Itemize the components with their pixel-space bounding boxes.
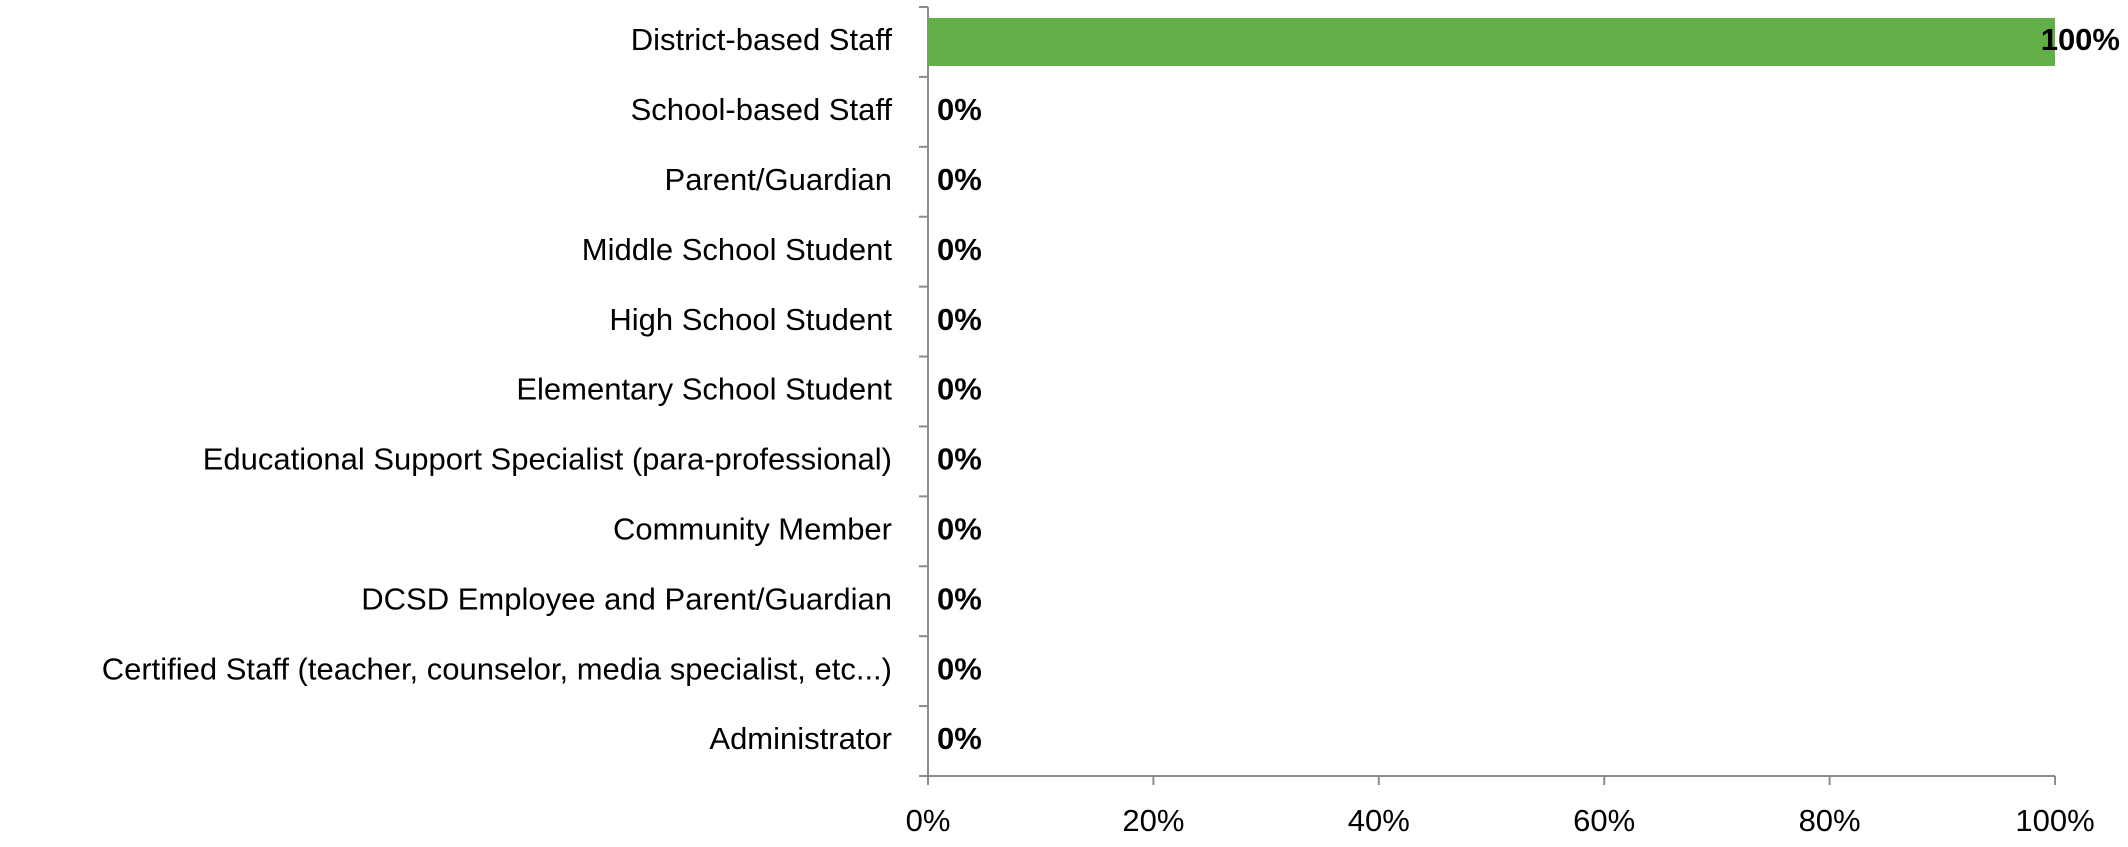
value-label: 0%: [937, 372, 982, 407]
x-tick-label: 80%: [1799, 803, 1861, 838]
x-tick-label: 60%: [1573, 803, 1635, 838]
value-label: 0%: [937, 651, 982, 686]
x-tick-label: 100%: [2015, 803, 2094, 838]
x-tick-label: 0%: [906, 803, 951, 838]
value-label: 0%: [937, 442, 982, 477]
y-tick-label: District-based Staff: [631, 22, 893, 57]
y-tick-label: High School Student: [609, 302, 892, 337]
y-tick-label: Certified Staff (teacher, counselor, med…: [102, 651, 892, 686]
y-tick-label: Elementary School Student: [516, 372, 892, 407]
value-label: 0%: [937, 721, 982, 756]
y-tick-label: DCSD Employee and Parent/Guardian: [361, 581, 892, 616]
bar: [928, 17, 2055, 66]
y-tick-label: Community Member: [613, 512, 892, 547]
value-label: 0%: [937, 232, 982, 267]
y-tick-label: Parent/Guardian: [665, 162, 892, 197]
value-label: 0%: [937, 302, 982, 337]
x-tick-label: 40%: [1348, 803, 1410, 838]
value-label: 0%: [937, 162, 982, 197]
value-label: 100%: [2041, 22, 2120, 57]
y-tick-label: Middle School Student: [582, 232, 893, 267]
value-label: 0%: [937, 581, 982, 616]
value-label: 0%: [937, 512, 982, 547]
value-label: 0%: [937, 92, 982, 127]
x-tick-label: 20%: [1122, 803, 1184, 838]
y-tick-label: Administrator: [709, 721, 892, 756]
y-tick-label: Educational Support Specialist (para-pro…: [203, 442, 892, 477]
y-tick-label: School-based Staff: [631, 92, 893, 127]
